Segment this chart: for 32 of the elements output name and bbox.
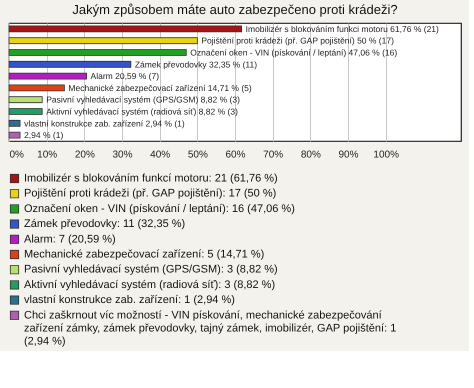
legend-label: Označení oken - VIN (pískování / leptání): 16 (47,06 %) [24,202,295,215]
x-tick-label: 0% [10,150,24,160]
category-label: Zámek převodovky 32,35 % (11) [134,59,258,70]
legend-label: Pasivní vyhledávací systém (GPS/GSM): 3 (8,82 %) [24,264,278,276]
x-tick-label: 60% [225,150,246,160]
x-tick-label: 10% [37,150,58,160]
x-tick-label: 20% [74,150,95,160]
x-tick-label: 40% [150,150,170,160]
data-label: 2,94 % (1) [24,130,64,140]
legend-label: vlastní konstrukce zab. zařízení: 1 (2,94 %) [24,294,235,306]
legend-label: Mechanické zabezpečovací zařízení: 5 (14,71 %) [24,248,264,260]
legend-label: Aktivní vyhledávací systém (radiová síť): 3 (8,82 %) [24,278,276,291]
category-label: Mechanické zabezpečovací zařízení 14,71 % (5) [68,82,252,93]
x-tick-label: 50% [188,150,208,160]
category-label: Imobilizér s blokováním funkci motoru 61,76 % (21) [246,24,439,34]
x-tick-label: 100% [373,150,400,160]
x-tick-label: 80% [300,150,321,160]
category-label: Označení oken - VIN (pískování / leptání) 47,06 % (16) [190,48,398,58]
category-label: Alarm 20,59 % (7) [90,71,160,82]
chart-title: Jakým způsobem máte auto zabezpečeno proti krádeži? [72,2,398,17]
category-label: vlastní konstrukce zab. zařízení 2,94 % (1) [24,118,185,128]
legend-label: Chci zaškrnout víc možností - VIN pískování, mechanické zabezpečování zařízení zámky, zámek převodovky, tajný zámek, imobilizér, GAP pojištění: 1 (2,94 %) [24,309,396,348]
x-tick-label: 70% [263,150,284,160]
category-label: Pojištění proti krádeži (př. GAP pojištění) 50 % (17) [201,36,394,46]
legend-label: Alarm: 7 (20,59 %) [24,233,116,246]
legend-label: Imobilizér s blokováním funkcí motoru: 21 (61,76 %) [24,172,278,184]
category-label: Pasivní vyhledávací systém (GPS/GSM) 8,82 % (3) [46,94,240,105]
legend-label: Zámek převodovky: 11 (32,35 %) [24,218,186,230]
legend-label: Pojištění proti krádeži (př. GAP pojištění): 17 (50 %) [24,188,276,200]
x-tick-label: 30% [112,150,133,160]
x-tick-label: 90% [338,150,359,160]
category-label: Aktivní vyhledávací systém (radiová síť) 8,82 % (3) [46,106,238,116]
